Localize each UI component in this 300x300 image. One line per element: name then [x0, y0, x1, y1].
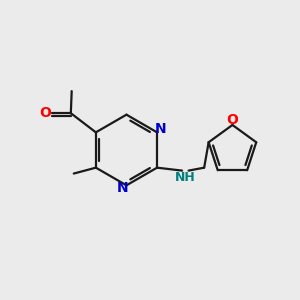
Text: O: O	[226, 113, 238, 127]
Text: N: N	[155, 122, 167, 136]
Text: N: N	[117, 181, 128, 195]
Text: NH: NH	[175, 171, 195, 184]
Text: O: O	[39, 106, 51, 120]
